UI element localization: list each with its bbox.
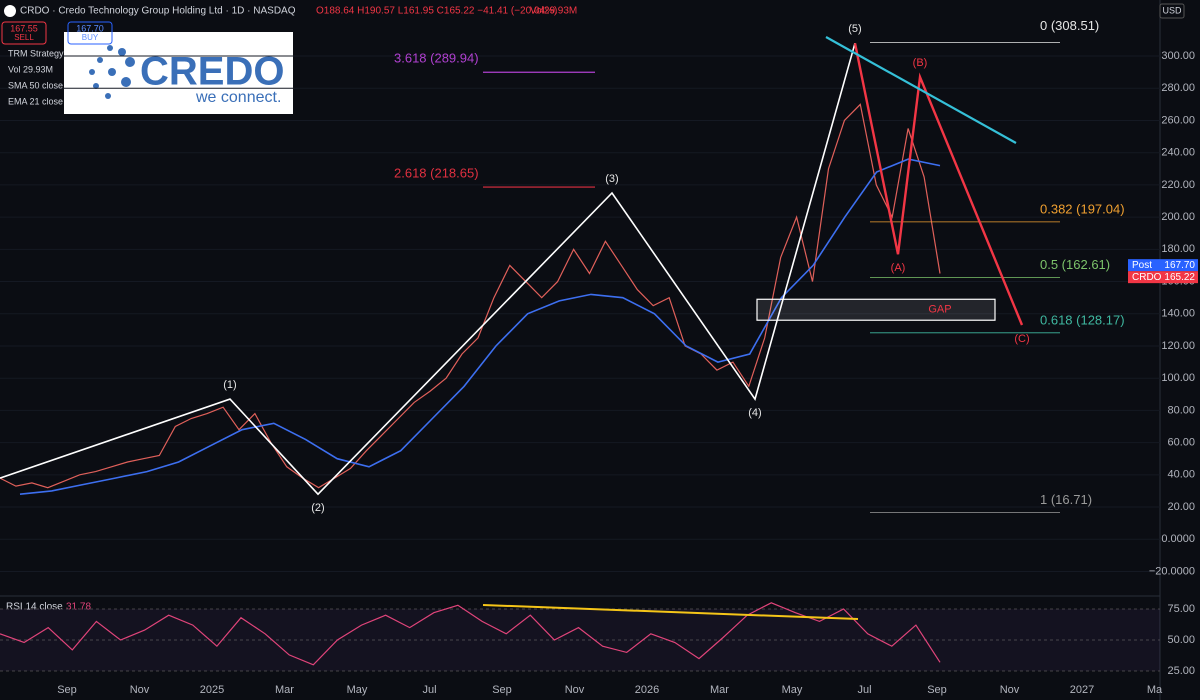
- wave-label: (5): [848, 23, 861, 35]
- y-tick-label: 260.00: [1161, 114, 1195, 126]
- y-tick-label: 220.00: [1161, 179, 1195, 191]
- price-tag: [1128, 259, 1198, 272]
- x-tick-label: Sep: [492, 684, 512, 696]
- indicator-label: EMA 21 close: [8, 96, 63, 106]
- currency: USD: [1162, 5, 1182, 15]
- sell-price: 167.55: [10, 23, 38, 33]
- buy-button[interactable]: [67, 21, 113, 45]
- y-tick-label: 120.00: [1161, 340, 1195, 352]
- fib-label: 0.5 (162.61): [1040, 257, 1110, 272]
- gap-box: [756, 298, 996, 321]
- x-tick-label: May: [782, 684, 803, 696]
- y-tick-label: −20.0000: [1149, 565, 1195, 577]
- x-tick-label: Nov: [565, 684, 585, 696]
- trendline: [825, 36, 1017, 144]
- wave-label: (4): [748, 407, 761, 419]
- corrective-label: (A): [891, 262, 906, 274]
- corrective-wave: [853, 42, 1024, 326]
- fib-label: 0.618 (128.17): [1040, 312, 1125, 327]
- rsi-last: 31.78: [66, 602, 91, 613]
- rsi-tick-label: 50.00: [1167, 634, 1195, 646]
- rsi-band: [0, 609, 1160, 671]
- sell-button[interactable]: [1, 21, 47, 45]
- corrective-label: (C): [1014, 333, 1029, 345]
- x-tick-label: Nov: [1000, 684, 1020, 696]
- buy-price: 167.70: [76, 23, 104, 33]
- ohlc: O188.64 H190.57 L161.95 C165.22 −41.41 (…: [316, 6, 557, 17]
- price-line: [0, 103, 941, 489]
- logo-box: [64, 32, 293, 114]
- y-tick-label: 80.00: [1167, 404, 1195, 416]
- sell-label: SELL: [14, 33, 34, 42]
- y-tick-label: 140.00: [1161, 308, 1195, 320]
- indicator-label: SMA 50 close: [8, 80, 63, 90]
- x-tick-label: Ma: [1147, 684, 1163, 696]
- x-tick-label: Mar: [275, 684, 294, 696]
- symbol-icon: [4, 5, 16, 17]
- x-tick-label: Sep: [57, 684, 77, 696]
- x-tick-label: 2026: [635, 684, 659, 696]
- rsi-divergence: [482, 604, 859, 620]
- y-tick-label: 280.00: [1161, 82, 1195, 94]
- impulse-wave: [0, 42, 856, 496]
- currency-box[interactable]: [1159, 3, 1185, 19]
- rsi-tick-label: 25.00: [1167, 665, 1195, 677]
- indicator-label: TRM Strategy: [8, 48, 64, 58]
- corrective-label: (B): [913, 57, 928, 69]
- price-tag: [1128, 271, 1198, 284]
- y-tick-label: 300.00: [1161, 50, 1195, 62]
- logo-dots: [89, 45, 135, 99]
- indicator-label: Vol 29.93M: [8, 64, 53, 74]
- y-tick-label: 40.00: [1167, 469, 1195, 481]
- x-tick-label: 2025: [200, 684, 224, 696]
- fib-label: 0.382 (197.04): [1040, 201, 1125, 216]
- y-tick-label: 200.00: [1161, 211, 1195, 223]
- y-tick-label: 60.00: [1167, 437, 1195, 449]
- y-tick-label: 20.00: [1167, 501, 1195, 513]
- rsi-tick-label: 75.00: [1167, 603, 1195, 615]
- rsi-title: RSI 14 close: [6, 602, 63, 613]
- price-tag-name: CRDO: [1132, 272, 1162, 283]
- logo-name: CREDO: [140, 50, 284, 94]
- y-tick-label: 240.00: [1161, 147, 1195, 159]
- rsi-line: [0, 602, 941, 666]
- price-tag-value: 167.70: [1164, 260, 1195, 271]
- y-tick-label: 100.00: [1161, 372, 1195, 384]
- wave-label: (1): [223, 379, 236, 391]
- extension-label: 2.618 (218.65): [394, 166, 479, 181]
- buy-label: BUY: [82, 33, 99, 42]
- x-tick-label: Jul: [857, 684, 871, 696]
- x-tick-label: Sep: [927, 684, 947, 696]
- y-tick-label: 180.00: [1161, 243, 1195, 255]
- extension-label: 3.618 (289.94): [394, 51, 479, 66]
- fib-label: 0 (308.51): [1040, 18, 1099, 33]
- x-tick-label: Jul: [422, 684, 436, 696]
- x-tick-label: 2027: [1070, 684, 1094, 696]
- symbol: CRDO · Credo Technology Group Holding Lt…: [20, 6, 296, 17]
- price-line: [19, 158, 941, 495]
- logo-tagline: we connect.: [195, 89, 281, 106]
- volume-header: Vol29.93M: [530, 6, 577, 17]
- wave-label: (3): [605, 173, 618, 185]
- x-tick-label: Nov: [130, 684, 150, 696]
- wave-label: (2): [311, 502, 324, 514]
- fib-label: 1 (16.71): [1040, 492, 1092, 507]
- price-tag-value: 165.22: [1164, 272, 1195, 283]
- x-tick-label: Mar: [710, 684, 729, 696]
- y-tick-label: 0.0000: [1161, 533, 1195, 545]
- x-tick-label: May: [347, 684, 368, 696]
- price-tag-name: Post: [1132, 260, 1152, 271]
- gap-label: GAP: [928, 304, 951, 316]
